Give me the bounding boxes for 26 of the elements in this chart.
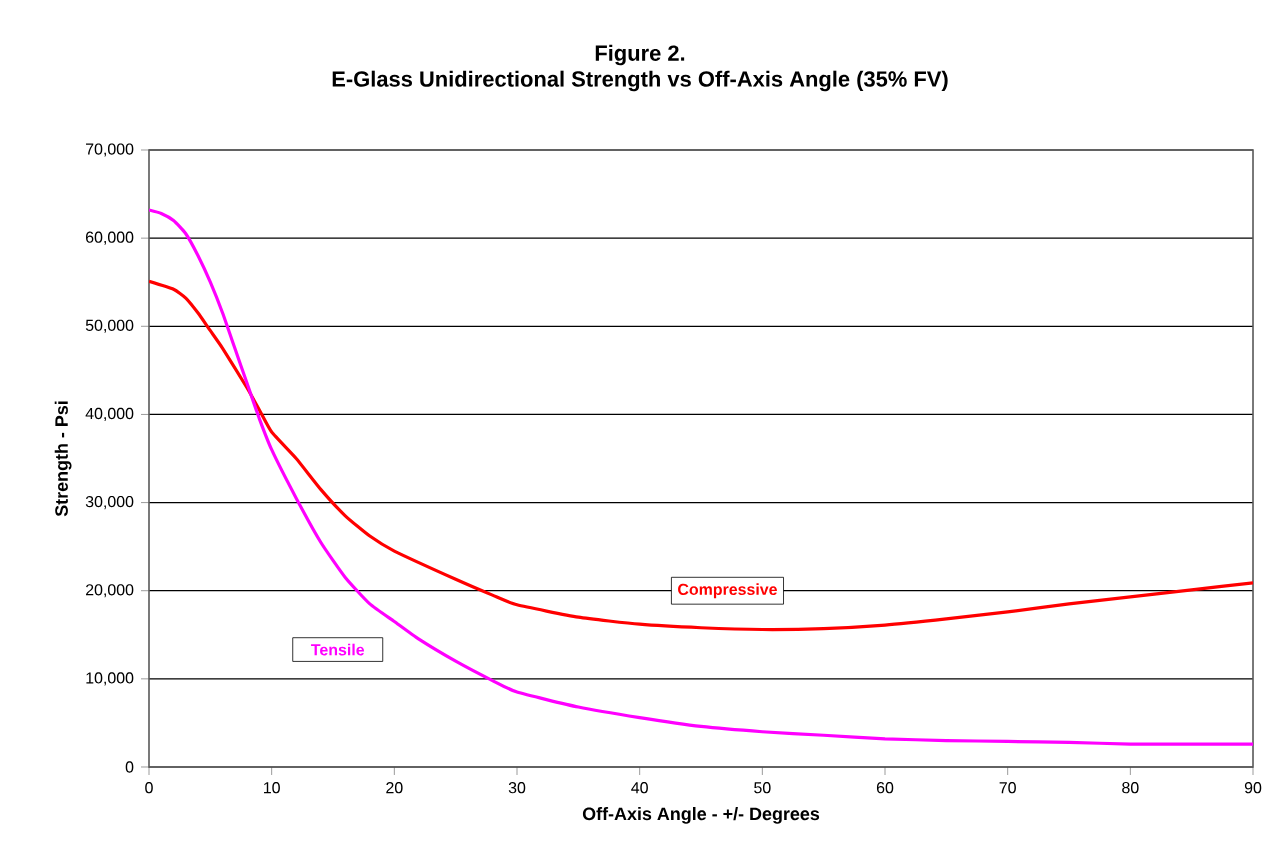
- y-tick-label: 30,000: [85, 495, 134, 510]
- x-tick-label: 20: [386, 782, 403, 794]
- chart-title: Figure 2.: [595, 44, 685, 66]
- y-tick-label: 10,000: [86, 672, 134, 686]
- x-tick-label: 10: [264, 782, 280, 794]
- series-label: Compressive: [678, 583, 777, 599]
- x-tick-label: 30: [508, 782, 526, 794]
- y-axis-title: Strength - Psi: [54, 401, 72, 517]
- x-tick-label: 80: [1122, 782, 1139, 794]
- y-tick-label: 50,000: [85, 319, 134, 333]
- y-tick-label: 60,000: [86, 231, 134, 245]
- x-tick-label: 70: [999, 782, 1016, 794]
- chart-subtitle: E-Glass Unidirectional Strength vs Off-Axis Angle (35% FV): [332, 70, 948, 92]
- x-tick-label: 50: [754, 782, 771, 794]
- x-tick-label: 90: [1244, 782, 1262, 794]
- x-tick-label: 60: [876, 782, 894, 794]
- x-axis-title: Off-Axis Angle - +/- Degrees: [582, 807, 820, 824]
- y-tick-label: 20,000: [86, 584, 134, 598]
- text: Tensile: [311, 643, 365, 656]
- line-series: [149, 208, 1254, 746]
- y-tick-label: 40,000: [85, 407, 134, 422]
- x-tick-label: 40: [631, 782, 648, 794]
- y-tick-label: 0: [125, 761, 134, 773]
- y-tick-label: 70,000: [86, 143, 134, 157]
- line-series: [149, 279, 1254, 632]
- x-tick-label: 0: [145, 782, 153, 794]
